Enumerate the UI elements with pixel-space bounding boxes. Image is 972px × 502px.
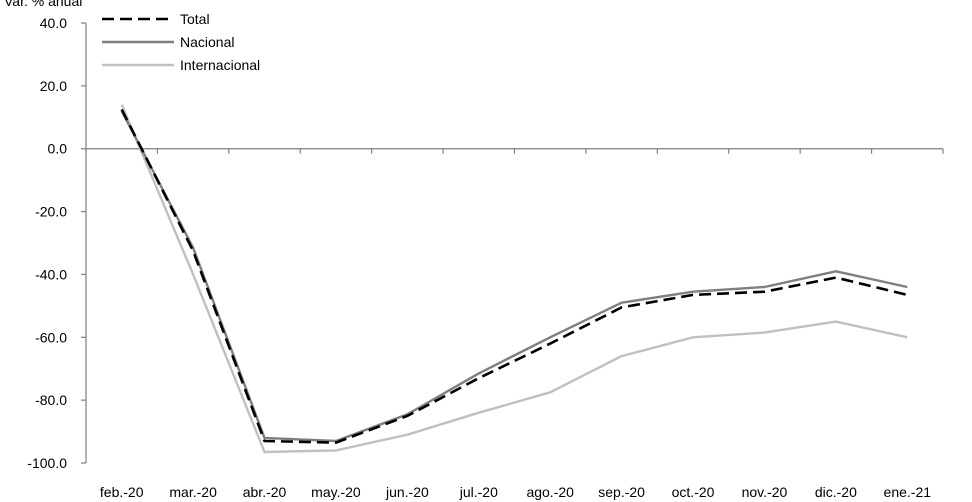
x-tick-label: ago.-20 (526, 484, 574, 500)
series-line-internacional (120, 104, 908, 454)
x-tick-label: feb.-20 (100, 484, 144, 500)
y-tick-label: -100.0 (27, 455, 67, 471)
y-tick-label: 40.0 (40, 15, 67, 31)
series-line-total (120, 108, 908, 444)
x-tick-label: dic.-20 (815, 484, 857, 500)
x-tick-label: sep.-20 (598, 484, 645, 500)
legend-label-nacional: Nacional (180, 34, 234, 50)
y-tick-label: 0.0 (48, 141, 68, 157)
x-tick-label: jul.-20 (459, 484, 498, 500)
x-tick-label: mar.-20 (169, 484, 217, 500)
y-axis: 40.0 20.0 0.0 -20.0 -40.0 -60.0 -80.0 -100.0 (27, 15, 87, 471)
series-lines (120, 104, 908, 454)
y-tick-label: -60.0 (35, 329, 67, 345)
y-tick-label: 20.0 (40, 78, 67, 94)
y-tick-label: -20.0 (35, 204, 67, 220)
x-tick-label: may.-20 (311, 484, 361, 500)
legend-label-internacional: Internacional (180, 57, 260, 73)
y-axis-label: Var. % anual (4, 0, 82, 9)
x-tick-label: jun.-20 (385, 484, 429, 500)
legend-label-total: Total (180, 11, 210, 27)
x-tick-label: oct.-20 (672, 484, 715, 500)
y-tick-label: -40.0 (35, 266, 67, 282)
y-tick-label: -80.0 (35, 392, 67, 408)
x-tick-label: ene.-21 (884, 484, 932, 500)
x-tick-label: abr.-20 (243, 484, 287, 500)
legend: Total Nacional Internacional (102, 11, 260, 73)
x-axis: feb.-20 mar.-20 abr.-20 may.-20 jun.-20 jul.-… (85, 148, 944, 500)
x-tick-label: nov.-20 (742, 484, 788, 500)
